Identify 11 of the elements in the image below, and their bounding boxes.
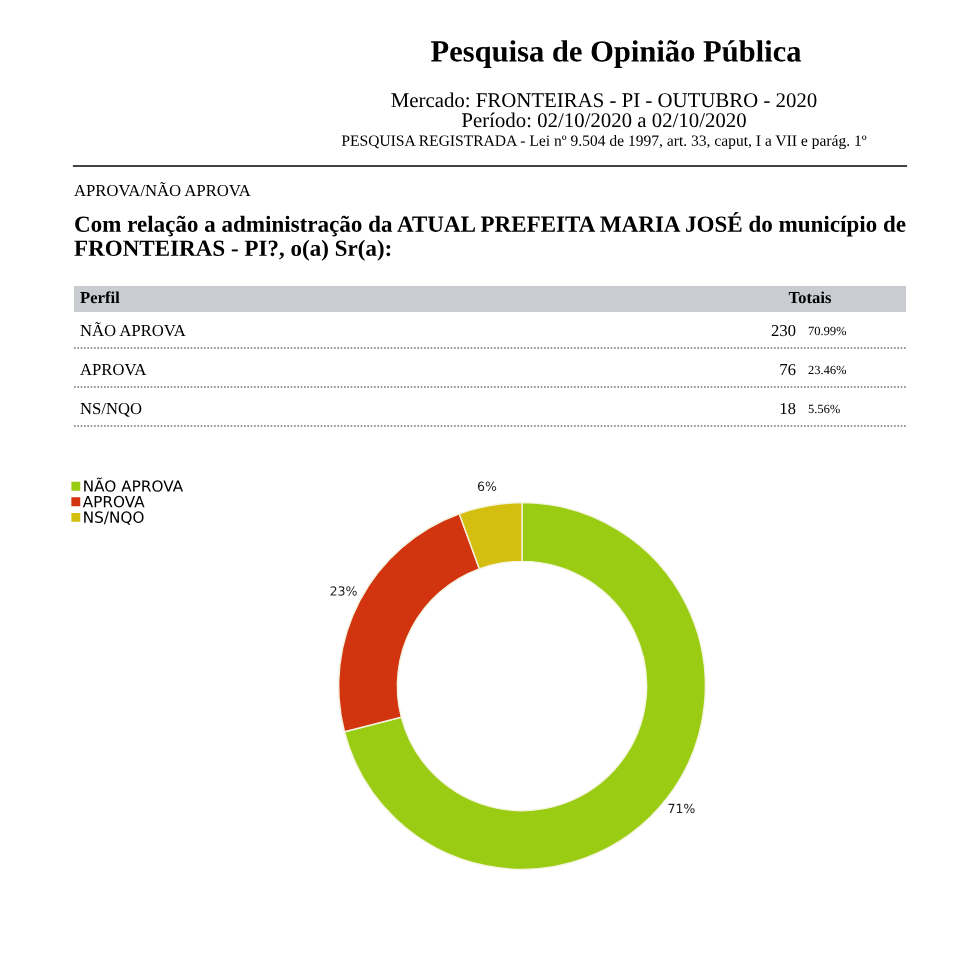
text: Perfil xyxy=(80,291,120,304)
category-label: APROVA xyxy=(80,363,147,376)
text: Pesquisa de Opinião Pública xyxy=(431,40,802,68)
category-label: NÃO APROVA xyxy=(80,322,186,337)
text: Com relação a administração da ATUAL PREFEITA MARIA JOSÉ do município de FRONTEIRAS - PI?, o(a) Sr(a): xyxy=(74,212,906,261)
data-label: 18 xyxy=(780,402,796,415)
text: APROVA/NÃO APROVA xyxy=(74,182,251,197)
text: Totais xyxy=(788,291,832,304)
data-label: 230 xyxy=(771,324,796,337)
data-label: 76 xyxy=(780,363,796,376)
category-label: NS/NQO xyxy=(80,402,142,417)
